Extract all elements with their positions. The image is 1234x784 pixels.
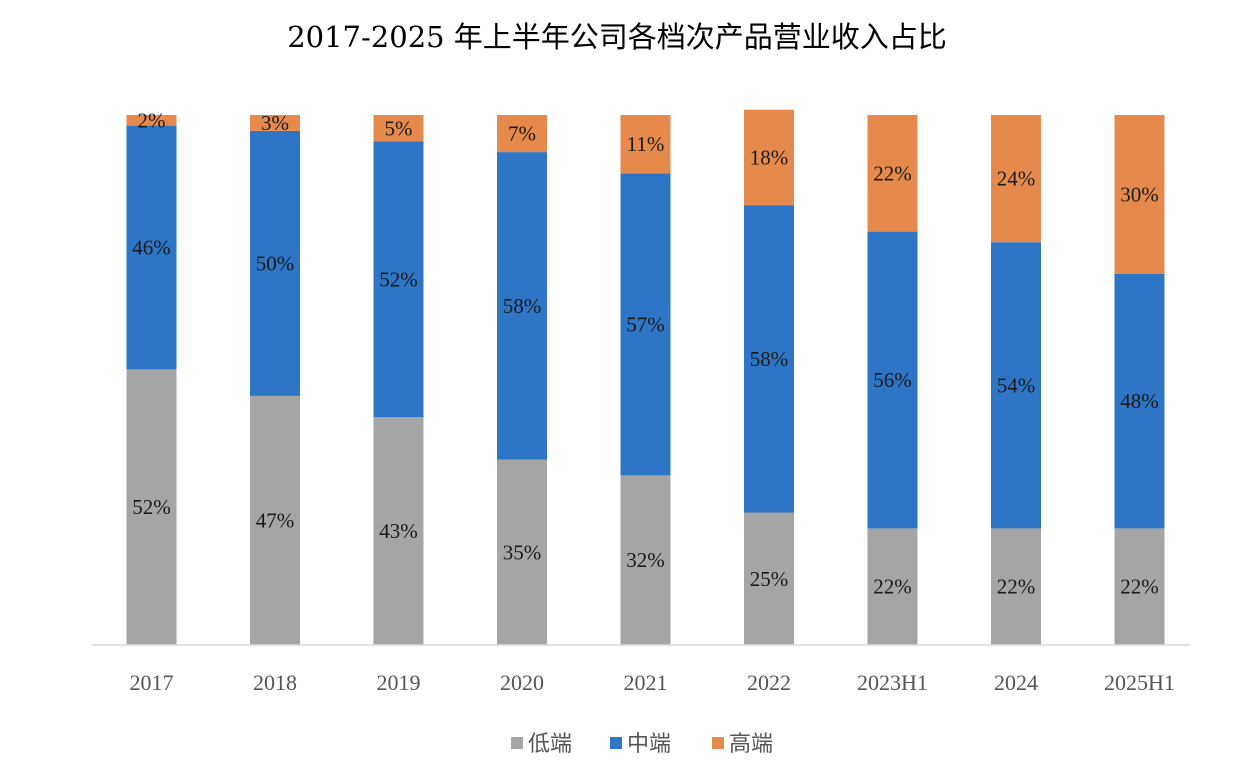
bar-mid-2021: [620, 173, 671, 476]
bar-low-2020: [497, 459, 547, 645]
data-labels-group: 52% 46% 2% 47% 50% 3% 43% 52% 5% 35% 58% 7% 32% 57% 11…: [132, 108, 1159, 598]
data-label-high-2021: 11%: [627, 132, 665, 156]
data-label-high-2022: 18%: [750, 145, 789, 169]
x-tick-2020: 2020: [500, 670, 544, 695]
x-tick-2018: 2018: [253, 670, 297, 695]
legend-label-low: 低端: [528, 732, 572, 757]
bar-mid-2023H1: [867, 231, 918, 529]
bar-low-2025H1: [1114, 528, 1165, 645]
bar-high-2021: [620, 115, 671, 174]
chart-title: 2017-2025 年上半年公司各档次产品营业收入占比: [287, 20, 947, 54]
bar-high-2024: [991, 115, 1041, 243]
legend-swatch-mid: [610, 737, 622, 749]
data-label-high-2024: 24%: [997, 167, 1036, 191]
data-label-mid-2017: 46%: [132, 236, 171, 260]
bar-mid-2024: [991, 242, 1041, 529]
bar-low-2021: [620, 475, 671, 645]
data-label-mid-2018: 50%: [256, 251, 295, 275]
data-label-low-2021: 32%: [626, 548, 665, 572]
bar-high-2019: [373, 115, 424, 142]
data-label-low-2018: 47%: [256, 508, 295, 532]
x-tick-2022: 2022: [747, 670, 791, 695]
x-tick-2017: 2017: [130, 670, 174, 695]
bar-low-2024: [991, 528, 1041, 645]
bar-high-2018: [250, 115, 300, 131]
data-label-low-2025H1: 22%: [1120, 575, 1159, 599]
bars-group: [126, 109, 1165, 645]
data-label-mid-2022: 58%: [750, 347, 789, 371]
x-tick-2024: 2024: [994, 670, 1038, 695]
bar-mid-2019: [373, 141, 424, 418]
data-label-high-2025H1: 30%: [1120, 183, 1159, 207]
x-tick-2023H1: 2023H1: [857, 670, 928, 695]
data-label-high-2023H1: 22%: [873, 161, 912, 185]
data-label-low-2023H1: 22%: [873, 575, 912, 599]
data-label-mid-2025H1: 48%: [1120, 389, 1159, 413]
data-label-high-2017: 2%: [138, 108, 166, 132]
data-label-mid-2023H1: 56%: [873, 368, 912, 392]
bar-low-2022: [744, 512, 794, 645]
bar-low-2017: [126, 369, 177, 645]
bar-mid-2022: [744, 205, 794, 513]
bar-high-2023H1: [867, 115, 918, 232]
legend-swatch-low: [511, 737, 523, 749]
legend: 低端 中端 高端: [511, 732, 773, 757]
bar-low-2019: [373, 417, 424, 645]
data-label-high-2020: 7%: [508, 122, 536, 146]
data-label-mid-2021: 57%: [626, 312, 665, 336]
bar-mid-2018: [250, 130, 300, 396]
bar-low-2018: [250, 395, 300, 645]
bar-mid-2020: [497, 152, 547, 460]
bar-low-2023H1: [867, 528, 918, 645]
legend-label-high: 高端: [729, 732, 773, 757]
bar-mid-2017: [126, 125, 177, 370]
data-label-mid-2024: 54%: [997, 373, 1036, 397]
bar-high-2025H1: [1114, 115, 1165, 274]
legend-label-mid: 中端: [627, 732, 671, 757]
x-tick-2019: 2019: [377, 670, 421, 695]
bar-high-2017: [126, 115, 177, 126]
data-label-low-2020: 35%: [503, 540, 542, 564]
data-label-mid-2019: 52%: [379, 267, 418, 291]
data-label-mid-2020: 58%: [503, 294, 542, 318]
bar-high-2022: [744, 109, 794, 206]
data-label-low-2022: 25%: [750, 567, 789, 591]
legend-swatch-high: [712, 737, 724, 749]
data-label-low-2019: 43%: [379, 519, 418, 543]
data-label-high-2018: 3%: [261, 111, 289, 135]
data-label-low-2017: 52%: [132, 495, 171, 519]
data-label-high-2019: 5%: [385, 116, 413, 140]
bar-mid-2025H1: [1114, 274, 1165, 529]
x-tick-labels-group: 2017 2018 2019 2020 2021 2022 2023H1 2024 2025H1: [130, 670, 1175, 695]
x-tick-2021: 2021: [624, 670, 668, 695]
bar-high-2020: [497, 115, 547, 153]
x-tick-2025H1: 2025H1: [1104, 670, 1175, 695]
data-label-low-2024: 22%: [997, 575, 1036, 599]
